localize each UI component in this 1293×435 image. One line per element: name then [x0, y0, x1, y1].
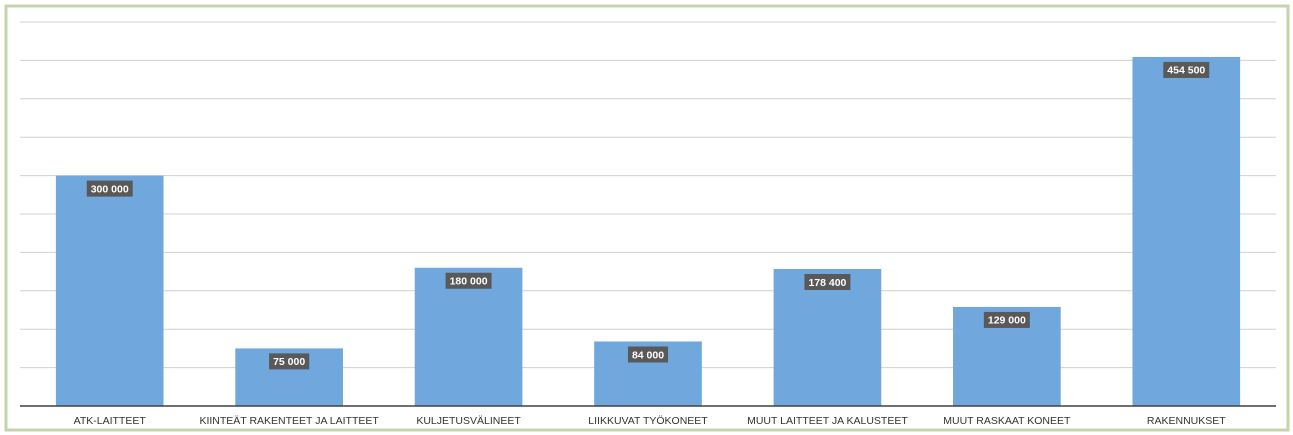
x-tick-label: KIINTEÄT RAKENTEET JA LAITTEET [199, 415, 379, 427]
x-tick-label: ATK-LAITTEET [74, 415, 147, 427]
x-tick-label: RAKENNUKSET [1147, 415, 1226, 427]
value-label: 180 000 [450, 276, 488, 288]
x-tick-label: MUUT RASKAAT KONEET [943, 415, 1071, 427]
bar [414, 267, 523, 406]
x-tick-label: KULJETUSVÄLINEET [416, 415, 521, 427]
value-label-box [86, 180, 133, 197]
value-label: 300 000 [91, 183, 129, 195]
value-label-box [804, 273, 851, 290]
bar [1132, 56, 1241, 406]
x-tick-label: LIIKKUVAT TYÖKONEET [588, 415, 708, 427]
value-label: 178 400 [808, 277, 846, 289]
value-label-box [445, 272, 492, 289]
value-label-box [269, 353, 310, 370]
value-label-box [627, 346, 669, 363]
value-label-box [1163, 61, 1210, 78]
bar [55, 175, 164, 406]
bar [773, 268, 882, 406]
x-tick-label: MUUT LAITTEET JA KALUSTEET [747, 415, 908, 427]
value-label: 75 000 [273, 356, 305, 368]
value-label: 129 000 [988, 315, 1026, 327]
value-label: 84 000 [632, 349, 664, 361]
value-label-box [983, 311, 1030, 328]
value-label: 454 500 [1167, 65, 1205, 77]
